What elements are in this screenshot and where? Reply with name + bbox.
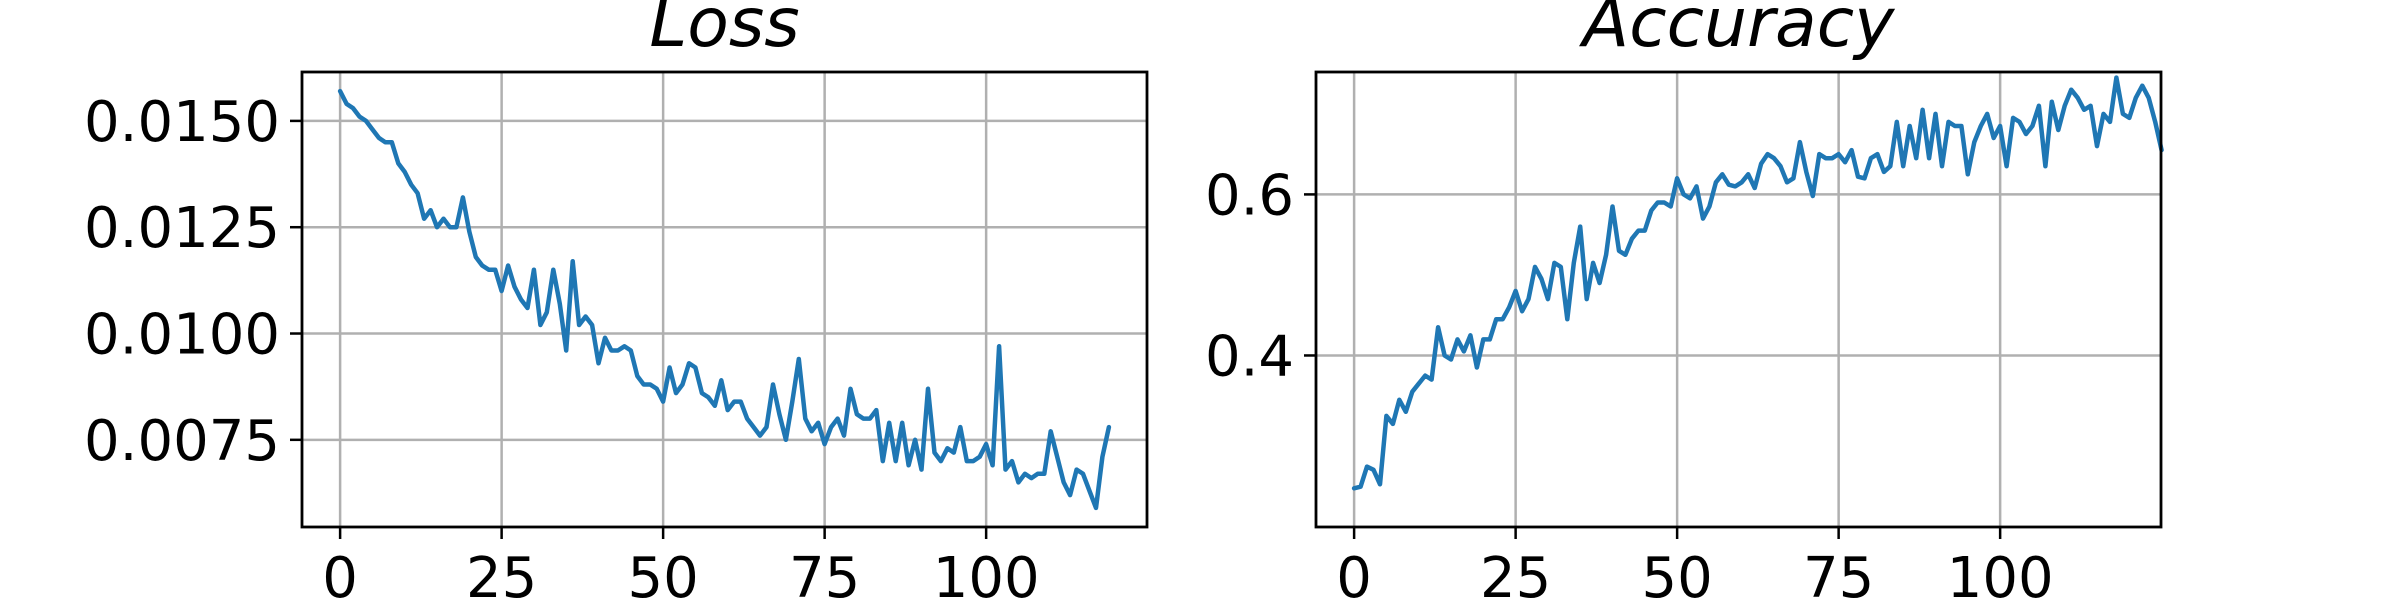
accuracy-x-tick-label: 0 bbox=[1336, 546, 1372, 600]
accuracy-x-tick-label: 50 bbox=[1641, 546, 1712, 600]
loss-x-tick-label: 50 bbox=[627, 546, 698, 600]
accuracy-grid bbox=[1316, 72, 2161, 527]
loss-title: Loss bbox=[649, 0, 799, 63]
loss-grid bbox=[302, 72, 1147, 527]
loss-ticks: 0 25 50 75 100 0.0075 0.0100 0.0125 0.0150 bbox=[84, 90, 1040, 600]
accuracy-ticks: 0 25 50 75 100 0.4 0.6 bbox=[1205, 163, 2054, 600]
accuracy-axes-frame bbox=[1314, 70, 2163, 529]
accuracy-title: Accuracy bbox=[1579, 0, 1895, 63]
accuracy-series-line bbox=[1351, 75, 2164, 491]
accuracy-x-tick-label: 25 bbox=[1480, 546, 1551, 600]
loss-x-tick-label: 0 bbox=[322, 546, 358, 600]
loss-y-tick-label: 0.0075 bbox=[84, 409, 280, 474]
loss-y-tick-label: 0.0150 bbox=[84, 90, 280, 155]
loss-series-line bbox=[337, 88, 1112, 511]
accuracy-panel: 0 25 50 75 100 0.4 0.6 Accuracy bbox=[1205, 0, 2164, 600]
accuracy-x-tick-label: 75 bbox=[1803, 546, 1874, 600]
loss-panel: 0 25 50 75 100 0.0075 0.0100 0.0125 0.0150 Loss bbox=[84, 0, 1149, 600]
loss-y-tick-label: 0.0125 bbox=[84, 196, 280, 261]
accuracy-x-tick-label: 100 bbox=[1947, 546, 2054, 600]
loss-axes-frame bbox=[300, 70, 1149, 529]
loss-x-tick-label: 75 bbox=[789, 546, 860, 600]
loss-x-tick-label: 25 bbox=[466, 546, 537, 600]
loss-y-tick-label: 0.0100 bbox=[84, 303, 280, 368]
loss-x-tick-label: 100 bbox=[933, 546, 1040, 600]
accuracy-y-tick-label: 0.4 bbox=[1205, 324, 1294, 389]
accuracy-y-tick-label: 0.6 bbox=[1205, 163, 1294, 228]
